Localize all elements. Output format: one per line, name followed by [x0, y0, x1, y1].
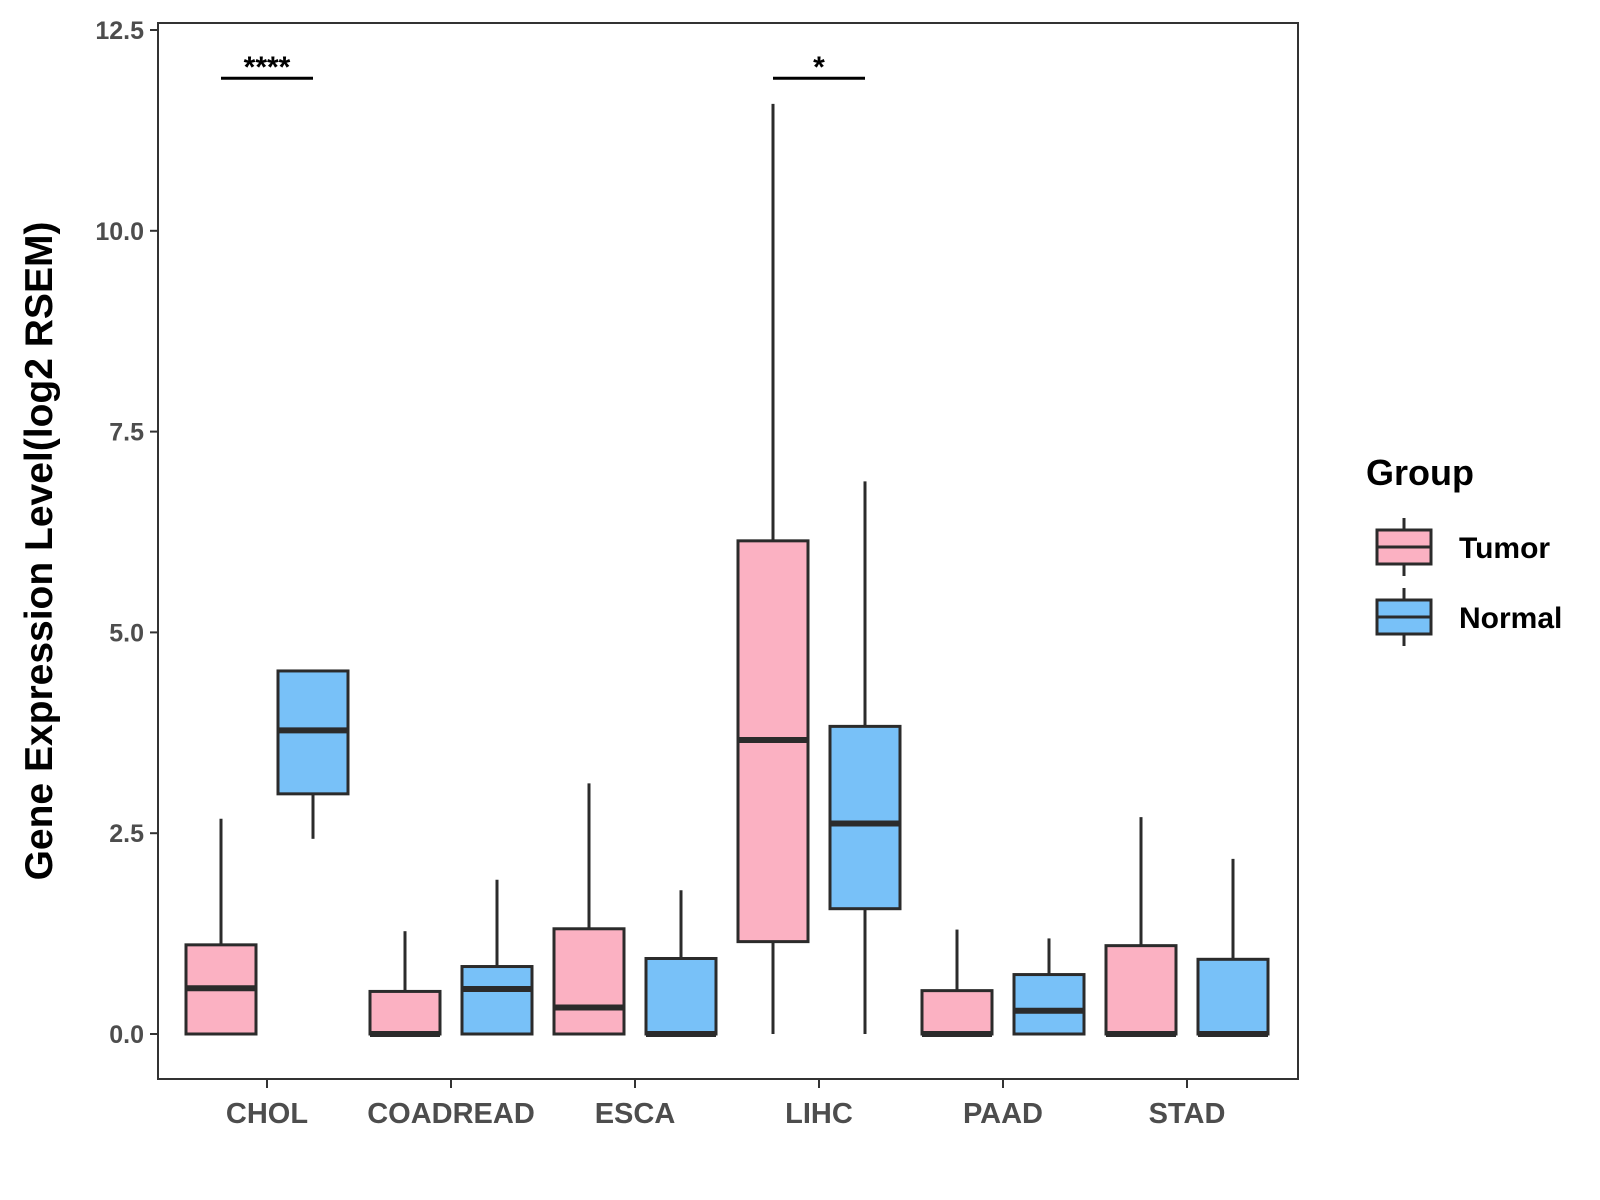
y-tick-label: 10.0	[95, 218, 144, 246]
box-body	[1104, 944, 1178, 1036]
x-tick-label: LIHC	[785, 1098, 853, 1130]
legend-label-tumor: Tumor	[1459, 532, 1550, 565]
box-body	[552, 927, 626, 1036]
box-tumor-lihc	[736, 103, 810, 1034]
box-body	[920, 989, 994, 1036]
significance-label: ****	[244, 51, 291, 84]
box-normal-coadread	[460, 879, 534, 1036]
x-tick-label: ESCA	[595, 1098, 676, 1130]
box-tumor-stad	[1104, 817, 1178, 1037]
x-axis: CHOL COADREAD ESCA LIHC PAAD STAD	[226, 1079, 1225, 1130]
box-body	[368, 989, 442, 1036]
box-series-group	[184, 103, 1270, 1037]
box-normal-stad	[1196, 858, 1270, 1037]
box-body	[828, 724, 902, 911]
y-tick-label: 0.0	[109, 1021, 144, 1049]
y-tick-label: 7.5	[109, 419, 144, 447]
y-axis-title: Gene Expression Level(log2 RSEM)	[18, 222, 61, 881]
y-tick-label: 5.0	[109, 619, 144, 647]
significance-label: *	[813, 51, 825, 84]
plot-panel	[157, 22, 1299, 1080]
legend-item-normal: Normal	[1375, 588, 1562, 646]
legend-label-normal: Normal	[1459, 602, 1562, 635]
box-body	[1196, 957, 1270, 1036]
x-tick-label: PAAD	[963, 1098, 1043, 1130]
box-normal-esca	[644, 890, 718, 1037]
x-tick-label: STAD	[1149, 1098, 1226, 1130]
box-body	[460, 965, 534, 1036]
y-axis: 0.0 2.5 5.0 7.5 10.0 12.5	[95, 17, 158, 1049]
y-tick-label: 12.5	[95, 17, 144, 45]
box-normal-chol	[276, 669, 350, 839]
box-body	[1012, 973, 1086, 1036]
series-tumor	[184, 103, 1178, 1037]
legend: Group Tumor Normal	[1366, 452, 1562, 646]
box-body	[644, 956, 718, 1036]
box-normal-paad	[1012, 938, 1086, 1036]
y-tick-label: 2.5	[109, 820, 144, 848]
legend-item-tumor: Tumor	[1375, 518, 1550, 576]
x-tick-label: COADREAD	[367, 1098, 535, 1130]
box-tumor-paad	[920, 929, 994, 1037]
series-normal	[276, 481, 1270, 1037]
box-tumor-esca	[552, 783, 626, 1036]
box-normal-lihc	[828, 481, 902, 1034]
box-tumor-chol	[184, 818, 258, 1036]
box-tumor-coadread	[368, 931, 442, 1037]
x-tick-label: CHOL	[226, 1098, 308, 1130]
legend-title: Group	[1366, 452, 1474, 493]
significance-annotations: **** *	[221, 51, 865, 84]
